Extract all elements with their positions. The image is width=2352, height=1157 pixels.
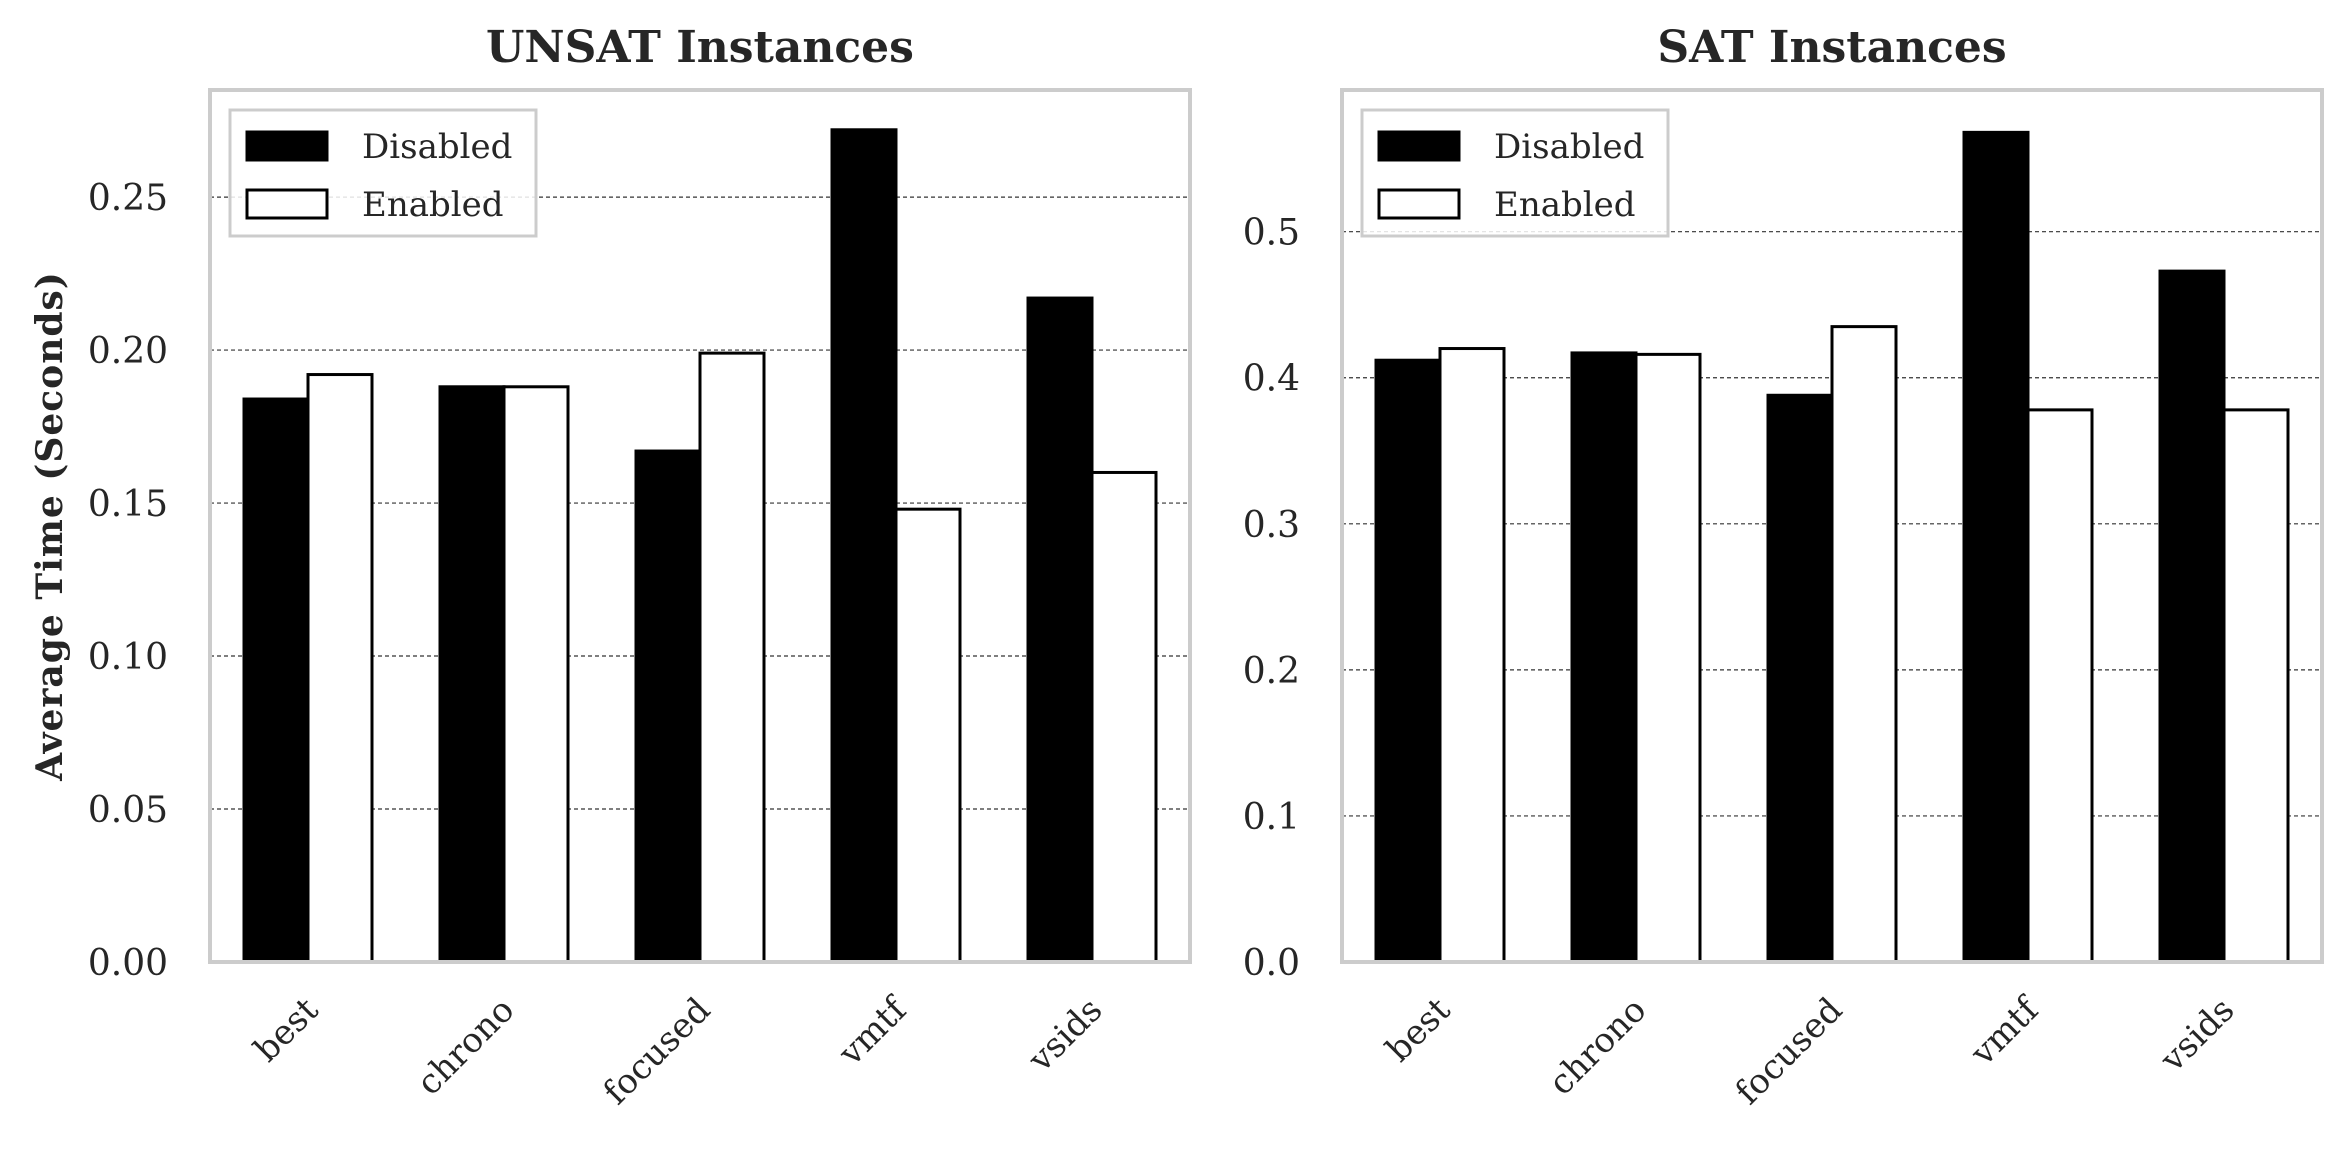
bar-enabled-vmtf xyxy=(894,507,962,964)
bar-enabled-vmtf xyxy=(2026,408,2094,964)
y-tick-label: 0.05 xyxy=(88,790,168,831)
bar-enabled-chrono xyxy=(502,385,570,964)
y-tick-label: 0.15 xyxy=(88,484,168,525)
x-tick-label: vmtf xyxy=(1962,988,2048,1074)
y-tick-label: 0.4 xyxy=(1243,359,1300,400)
legend-swatch-disabled xyxy=(245,130,329,162)
x-tick-label: vsids xyxy=(1020,990,1110,1080)
y-tick-label: 0.5 xyxy=(1243,213,1300,254)
x-tick-label: chrono xyxy=(409,990,522,1103)
bar-disabled-vmtf xyxy=(830,128,898,964)
y-tick-label: 0.3 xyxy=(1243,505,1300,546)
legend: Disabled Enabled xyxy=(228,108,538,238)
legend-label: Disabled xyxy=(1494,127,1644,167)
x-tick-label: best xyxy=(246,990,326,1070)
legend-label: Enabled xyxy=(362,185,504,225)
bar-disabled-vmtf xyxy=(1962,130,2030,964)
chart-panel-unsat: 0.00 0.05 0.10 0.15 0.20 0.25 best chrono focuse… xyxy=(29,22,1192,1113)
x-tick-label: vsids xyxy=(2152,990,2242,1080)
bar-disabled-focused xyxy=(1766,393,1834,964)
y-axis-label: Average Time (Seconds) xyxy=(29,271,71,782)
x-tick-label: best xyxy=(1378,990,1458,1070)
legend-label: Disabled xyxy=(362,127,512,167)
y-tick-label: 0.20 xyxy=(88,331,168,372)
y-tick-label: 0.10 xyxy=(88,637,168,678)
chart-title: SAT Instances xyxy=(1657,22,2006,73)
y-tick-label: 0.2 xyxy=(1243,651,1300,692)
legend: Disabled Enabled xyxy=(1360,108,1670,238)
bar-enabled-vsids xyxy=(1090,470,1158,964)
bar-enabled-best xyxy=(1438,347,1506,964)
x-tick-label: vmtf xyxy=(830,988,916,1074)
y-tick-label: 0.0 xyxy=(1243,943,1300,984)
chart-title: UNSAT Instances xyxy=(486,22,914,73)
chart-panel-sat: 0.0 0.1 0.2 0.3 0.4 0.5 best chrono focused vmtf v… xyxy=(1243,22,2324,1113)
bar-enabled-focused xyxy=(1830,325,1898,964)
bar-disabled-chrono xyxy=(438,385,506,964)
legend-swatch-disabled xyxy=(1377,130,1461,162)
y-tick-label: 0.1 xyxy=(1243,797,1300,838)
bar-disabled-focused xyxy=(634,449,702,964)
y-tick-label: 0.00 xyxy=(88,943,168,984)
bar-disabled-vsids xyxy=(2158,269,2226,964)
bar-disabled-vsids xyxy=(1026,296,1094,964)
bar-disabled-best xyxy=(242,397,310,964)
bar-enabled-vsids xyxy=(2222,408,2290,964)
bar-enabled-chrono xyxy=(1634,352,1702,964)
x-tick-label: focused xyxy=(1728,990,1851,1113)
plot-frame xyxy=(1340,88,2324,964)
plot-frame xyxy=(208,88,1192,964)
legend-swatch-enabled xyxy=(245,188,329,220)
bar-enabled-best xyxy=(306,373,374,964)
x-tick-label: focused xyxy=(596,990,719,1113)
bar-enabled-focused xyxy=(698,351,766,964)
x-tick-label: chrono xyxy=(1541,990,1654,1103)
legend-swatch-enabled xyxy=(1377,188,1461,220)
bar-disabled-best xyxy=(1374,358,1442,964)
legend-label: Enabled xyxy=(1494,185,1636,225)
bar-disabled-chrono xyxy=(1570,351,1638,964)
y-tick-label: 0.25 xyxy=(88,178,168,219)
